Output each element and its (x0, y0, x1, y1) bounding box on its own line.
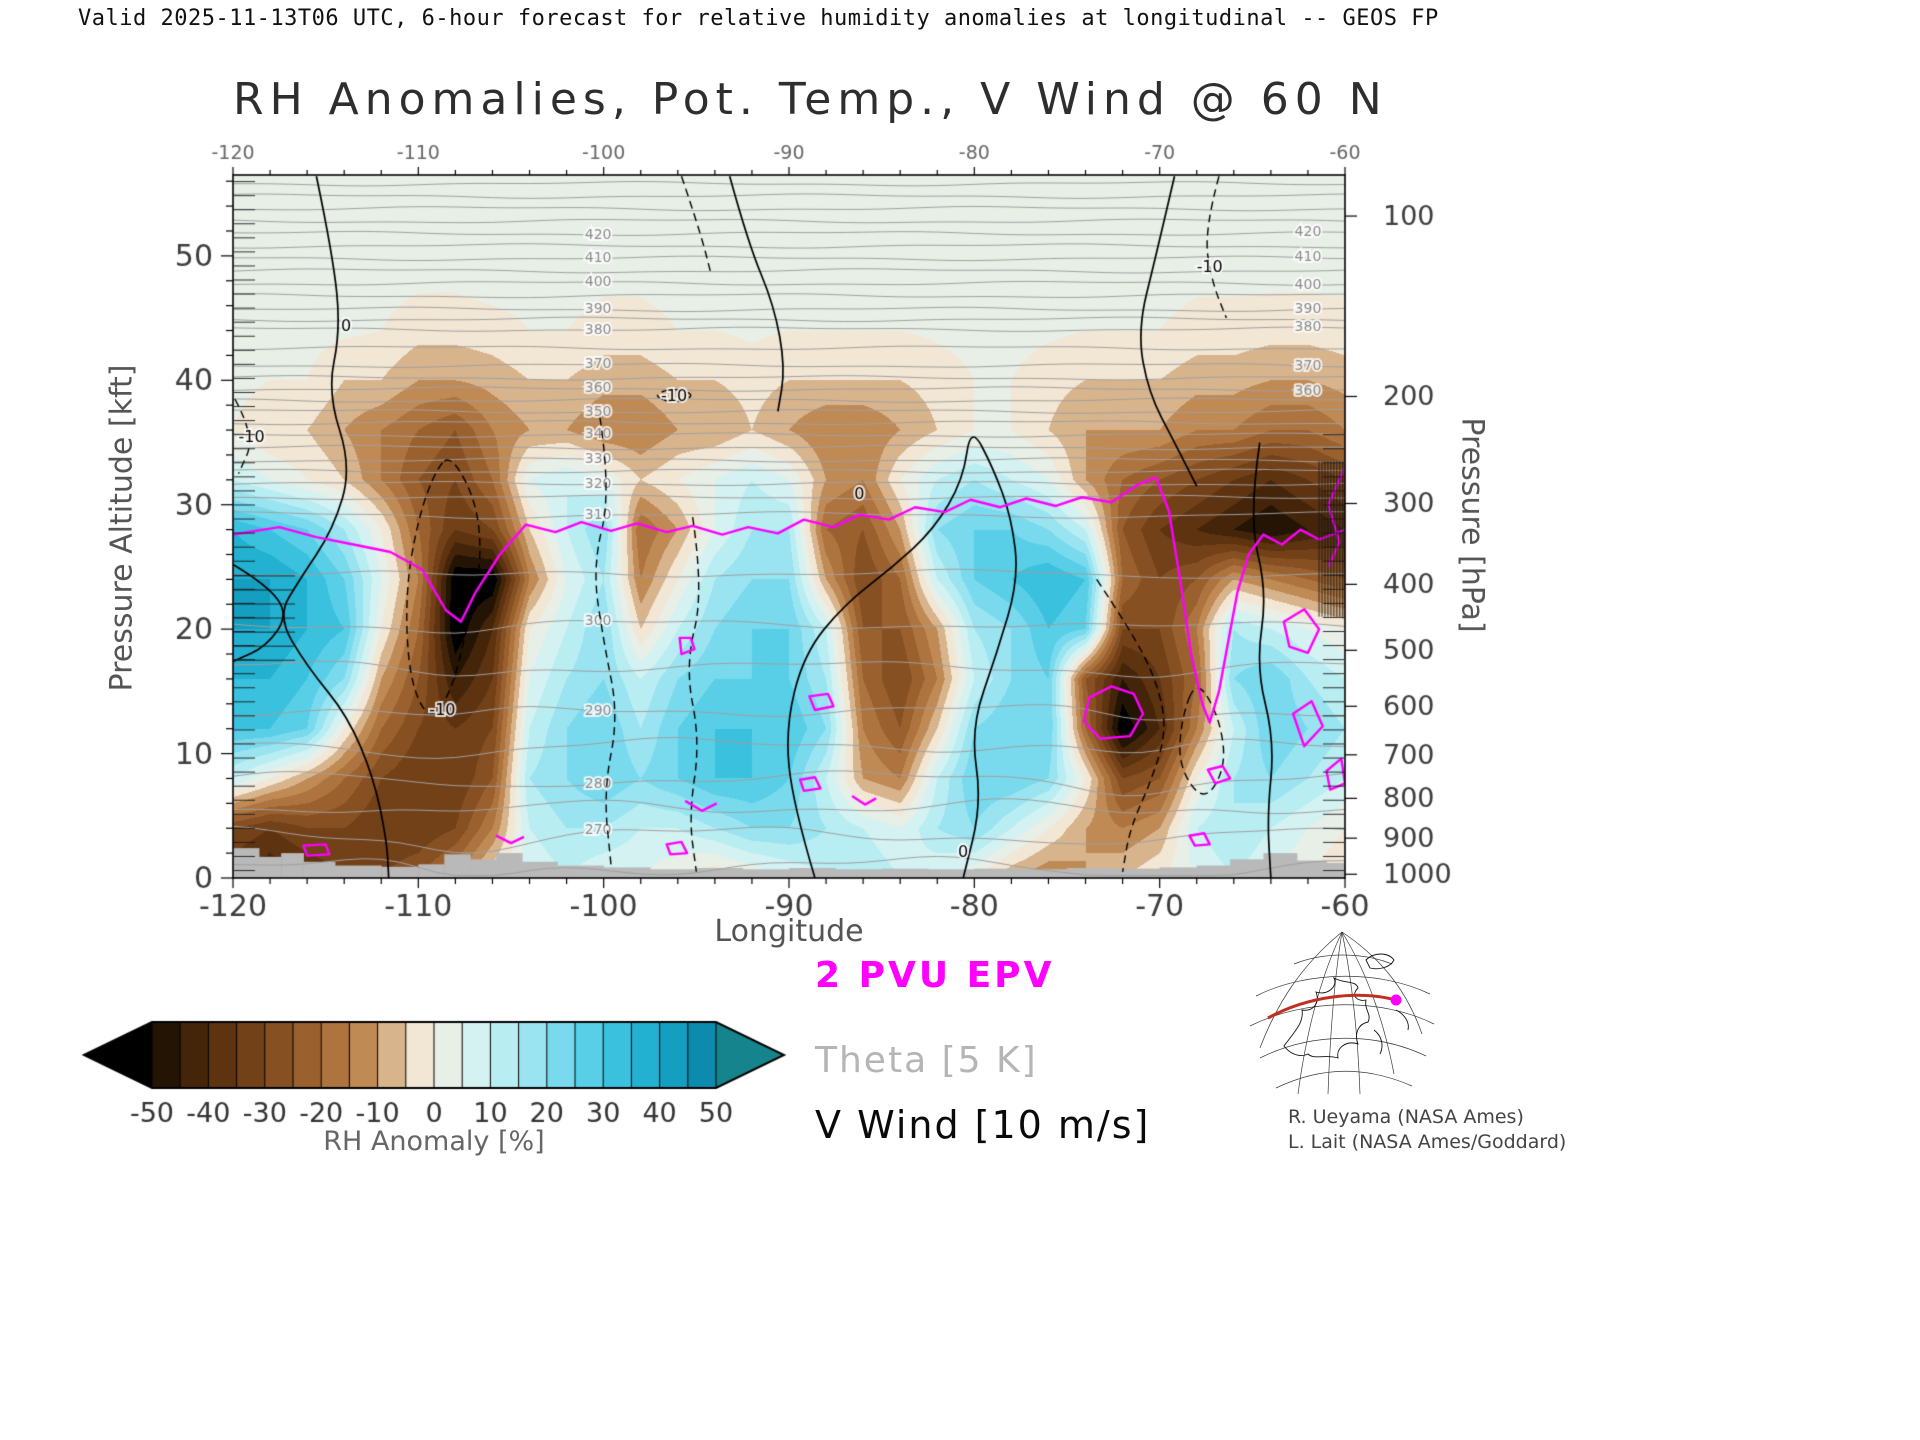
plot-title: RH Anomalies, Pot. Temp., V Wind @ 60 N (233, 74, 1388, 125)
colorbar-title: RH Anomaly [%] (323, 1126, 545, 1157)
x-axis-label: Longitude (714, 914, 864, 949)
legend-pv-epv: 2 PVU EPV (815, 955, 1055, 996)
map-longitude-marker (1390, 994, 1402, 1006)
credit-line-2: L. Lait (NASA Ames/Goddard) (1288, 1131, 1567, 1153)
map-60n-line (1267, 993, 1397, 1020)
y-axis-label-left: Pressure Altitude [kft] (104, 364, 140, 692)
legend-v-wind: V Wind [10 m/s] (815, 1103, 1151, 1147)
valid-time-line: Valid 2025-11-13T06 UTC, 6-hour forecast… (78, 6, 1439, 31)
map-graticule (1249, 931, 1435, 1095)
map-inset (1249, 931, 1435, 1095)
y-axis-label-right: Pressure [hPa] (1454, 417, 1490, 633)
map-coastlines (1283, 953, 1409, 1059)
credit-line-1: R. Ueyama (NASA Ames) (1288, 1106, 1524, 1128)
legend-theta: Theta [5 K] (815, 1040, 1038, 1081)
